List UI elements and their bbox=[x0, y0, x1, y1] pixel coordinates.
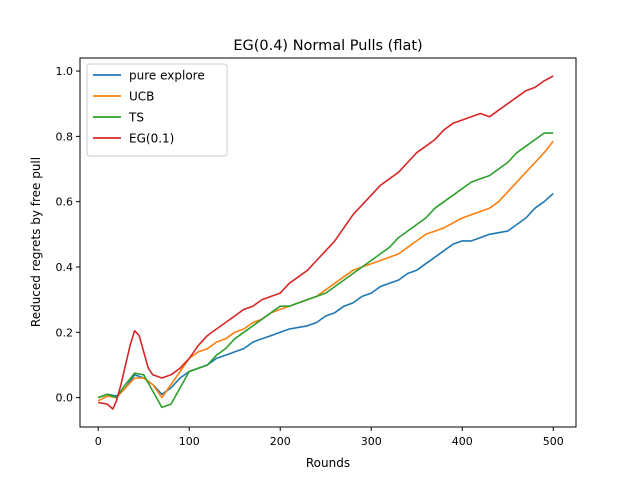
x-tick-label: 200 bbox=[270, 435, 291, 448]
chart-title: EG(0.4) Normal Pulls (flat) bbox=[233, 38, 422, 54]
y-tick-label: 0.2 bbox=[56, 326, 74, 339]
legend-label: UCB bbox=[129, 90, 154, 104]
axes-frame bbox=[79, 57, 577, 428]
legend-box bbox=[86, 63, 228, 157]
legend: pure explore UCB TS EG(0.1) bbox=[86, 63, 228, 157]
series-line-ts bbox=[97, 132, 554, 409]
x-tick-label: 400 bbox=[452, 435, 473, 448]
y-axis-label: Reduced regrets by free pull bbox=[29, 157, 43, 327]
plot-area bbox=[97, 75, 554, 410]
x-tick-label: 300 bbox=[361, 435, 382, 448]
y-tick-label: 0.4 bbox=[56, 261, 74, 274]
x-axis-label: Rounds bbox=[306, 456, 350, 470]
x-tick-label: 100 bbox=[179, 435, 200, 448]
y-tick-label: 0.6 bbox=[56, 196, 74, 209]
series-line-ucb bbox=[97, 140, 554, 402]
x-tick-label: 500 bbox=[543, 435, 564, 448]
y-tick-label: 0.0 bbox=[56, 392, 74, 405]
x-tick-label: 0 bbox=[95, 435, 102, 448]
legend-label: pure explore bbox=[129, 69, 205, 83]
legend-label: TS bbox=[128, 111, 144, 125]
y-axis: 0.0 0.2 0.4 0.6 0.8 1.0 bbox=[56, 65, 80, 405]
series-line-eg-0-1 bbox=[98, 75, 554, 410]
x-axis: 0 100 200 300 400 500 bbox=[95, 427, 564, 448]
legend-label: EG(0.1) bbox=[129, 132, 174, 146]
y-tick-label: 1.0 bbox=[56, 65, 74, 78]
series-line-pure-explore bbox=[97, 192, 554, 399]
y-tick-label: 0.8 bbox=[56, 130, 74, 143]
